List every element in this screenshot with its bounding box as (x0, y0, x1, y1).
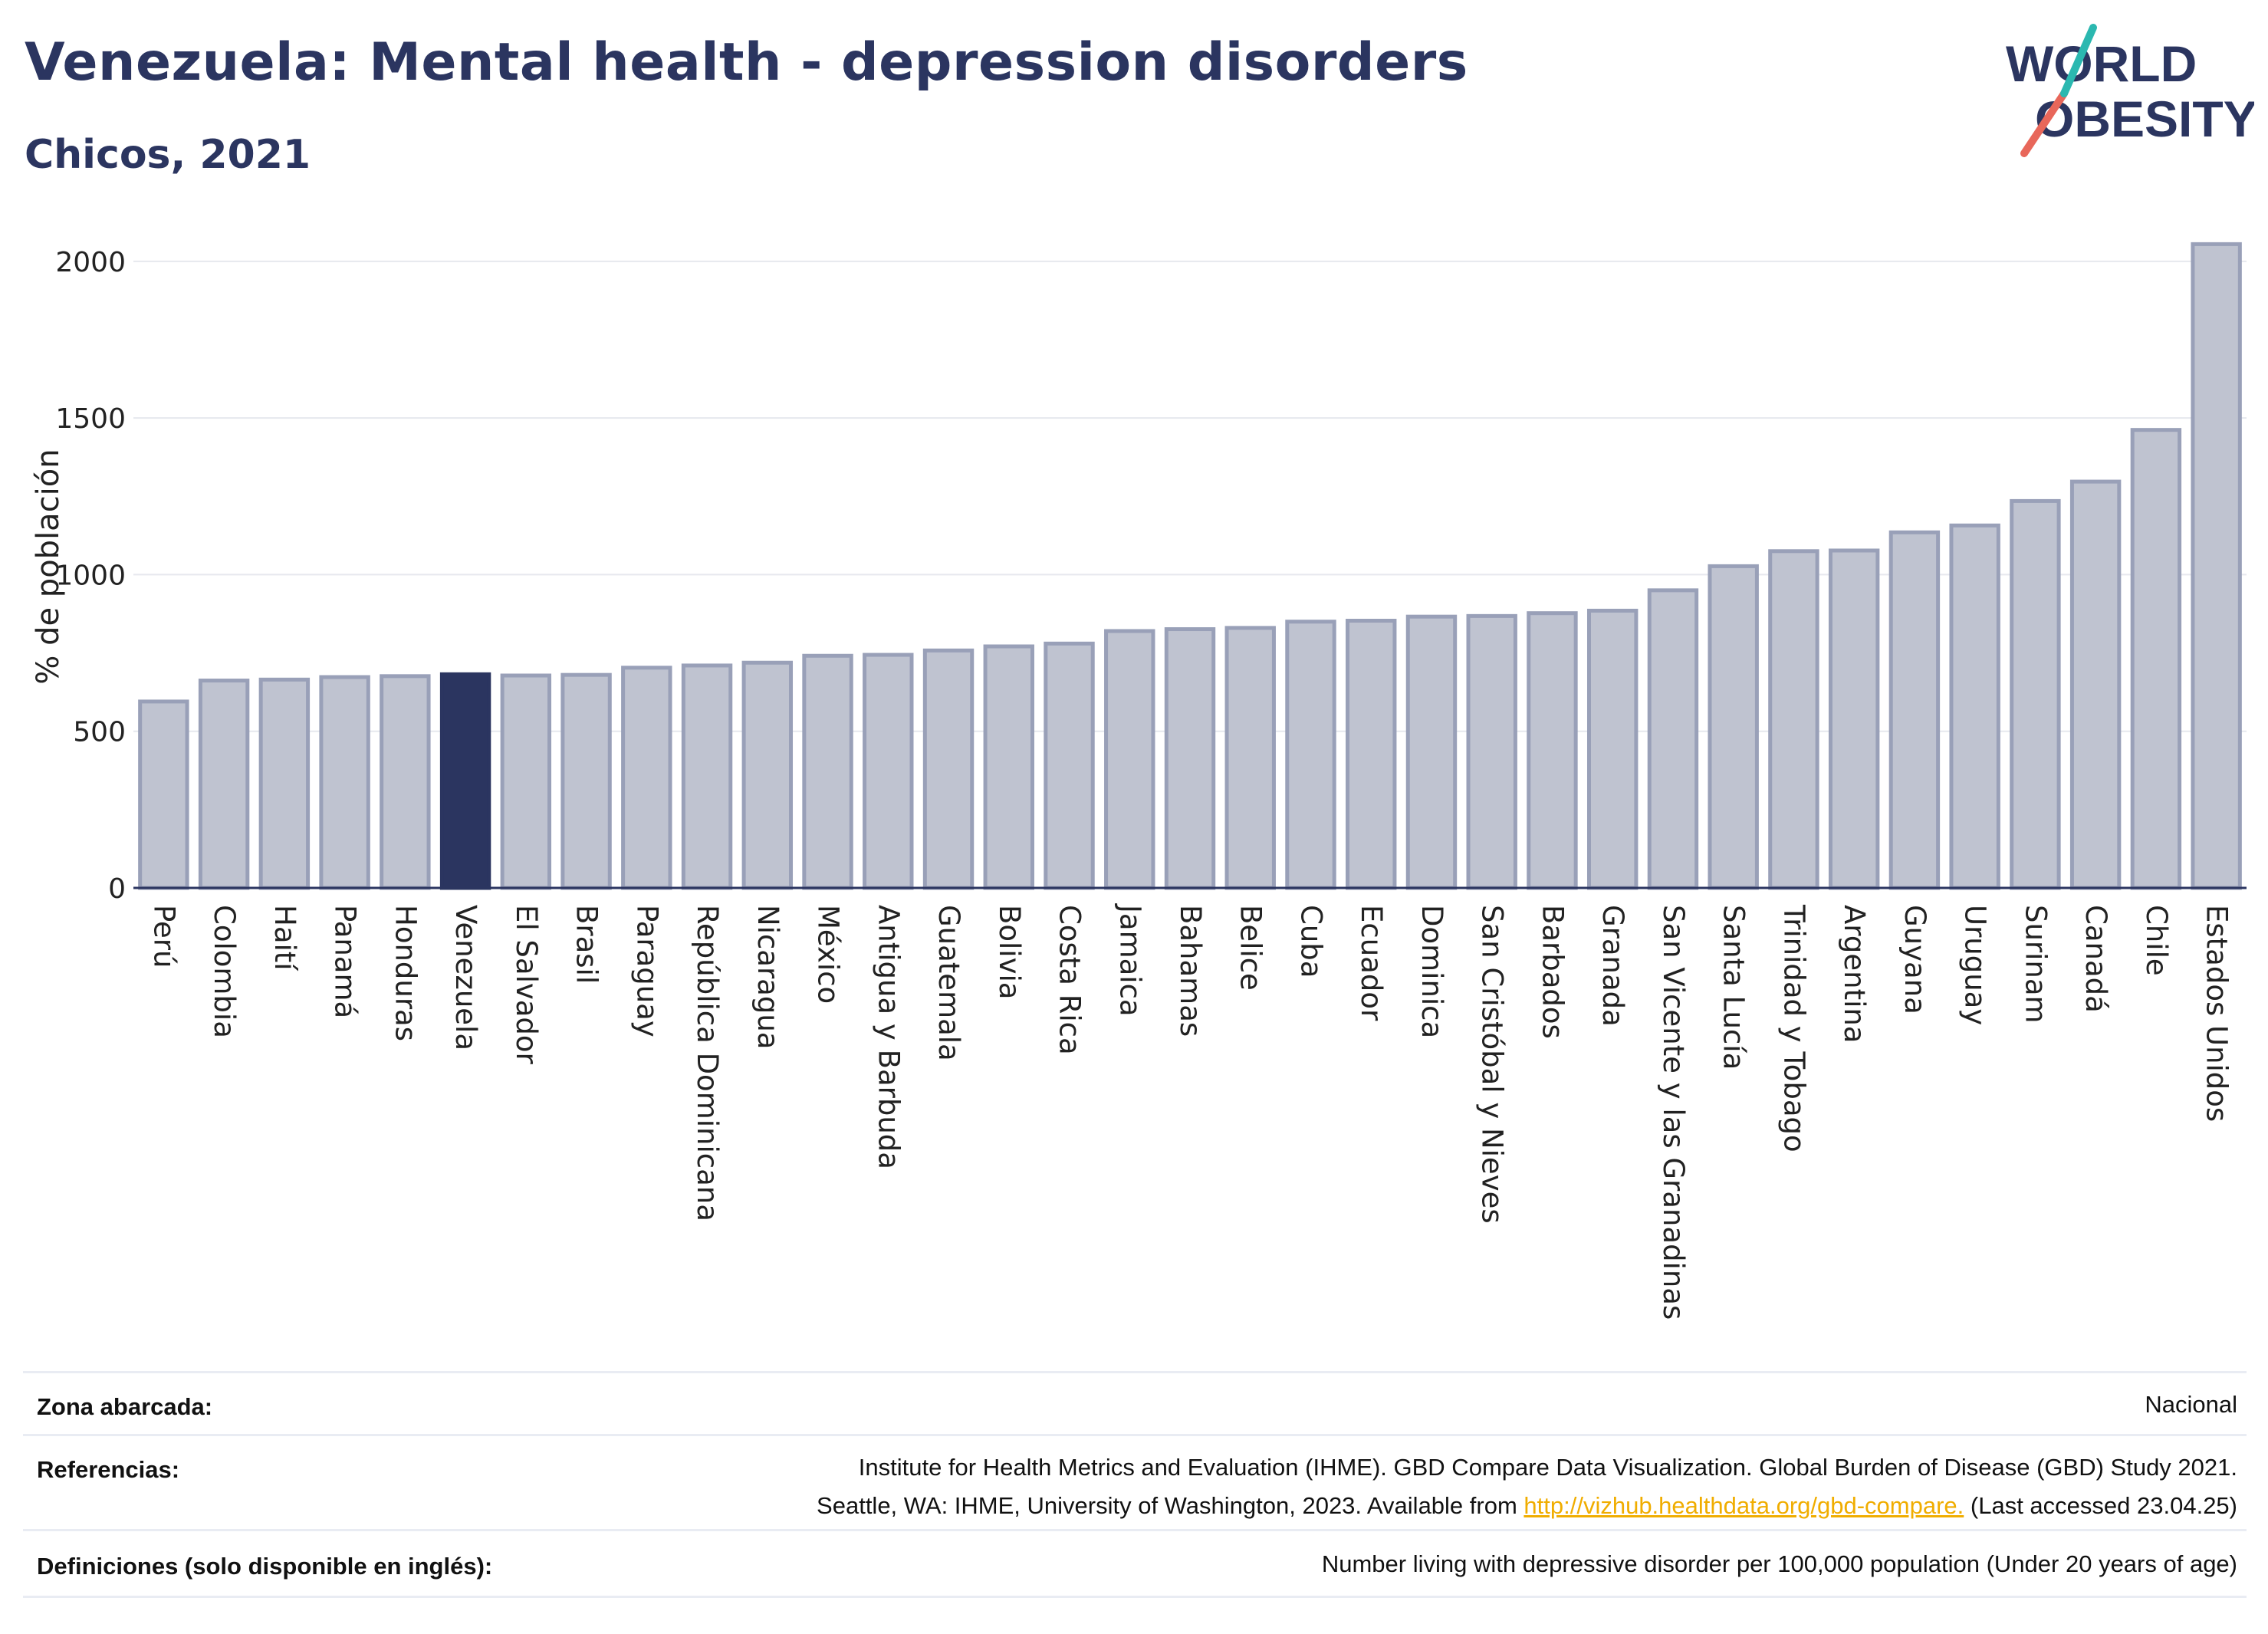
bar-4 (380, 674, 431, 890)
bar-33 (2130, 428, 2182, 890)
bar-12 (863, 653, 914, 890)
bar-30 (1949, 523, 2000, 890)
logo-line2: OBESITY (2035, 90, 2254, 147)
y-tick-label: 1500 (55, 403, 126, 435)
footer-label-zona: Zona abarcada: (37, 1393, 213, 1420)
bar-31 (2010, 498, 2061, 890)
x-tick-label: Barbados (1536, 905, 1569, 1039)
bar-6 (500, 673, 552, 890)
bar-22 (1466, 613, 1517, 890)
bar-25 (1647, 588, 1699, 890)
x-tick-label: Trinidad y Tobago (1777, 904, 1810, 1152)
x-tick-label: Antigua y Barbuda (872, 905, 905, 1169)
x-tick-label: Honduras (389, 905, 422, 1041)
x-tick-label: Chile (2140, 905, 2173, 976)
y-tick-label: 1000 (55, 560, 126, 591)
bar-3 (319, 675, 370, 890)
bar-34 (2191, 242, 2242, 890)
x-tick-label: México (812, 905, 845, 1004)
x-tick-label: Jamaica (1113, 903, 1146, 1017)
bar-1 (198, 679, 250, 890)
bar-24 (1586, 608, 1639, 890)
bar-28 (1828, 548, 1880, 890)
x-tick-label: Costa Rica (1053, 905, 1086, 1055)
footer-row-definiciones: Definiciones (solo disponible en inglés)… (23, 1529, 2247, 1598)
x-tick-label: Bahamas (1174, 905, 1207, 1037)
y-axis-label: % de población (31, 449, 66, 684)
x-tick-label: Canadá (2079, 905, 2112, 1013)
bar-29 (1888, 530, 1941, 890)
page-title: Venezuela: Mental health - depression di… (25, 32, 1468, 93)
x-tick-label: Nicaragua (751, 905, 784, 1049)
bar-27 (1768, 549, 1819, 890)
x-tick-label: Granada (1596, 905, 1629, 1027)
x-tick-label: República Dominicana (691, 905, 724, 1221)
bar-18 (1224, 626, 1276, 890)
y-tick-label: 500 (73, 717, 126, 748)
y-tick-label: 0 (108, 873, 126, 905)
x-tick-label: Guyana (1898, 905, 1931, 1014)
bar-0 (138, 699, 189, 890)
x-tick-label: Guatemala (932, 905, 965, 1061)
footer-row-zona: Zona abarcada: Nacional (23, 1371, 2247, 1436)
x-tick-label: Haití (268, 905, 301, 972)
logo-line1: WORLD (2006, 35, 2197, 92)
x-tick-label: Cuba (1294, 905, 1327, 978)
bar-13 (922, 648, 975, 890)
x-tick-label: San Cristóbal y Nieves (1476, 905, 1509, 1224)
x-tick-label: Ecuador (1355, 905, 1388, 1021)
bar-23 (1527, 611, 1578, 890)
x-tick-label: Surinam (2019, 905, 2052, 1024)
bar-19 (1285, 620, 1336, 890)
x-tick-label: Perú (147, 905, 180, 968)
bar-11 (802, 653, 853, 890)
bar-8 (621, 666, 672, 890)
footer-row-referencias: Referencias: Institute for Health Metric… (23, 1434, 2247, 1531)
x-tick-label: Dominica (1415, 905, 1448, 1038)
reference-line-2: Seattle, WA: IHME, University of Washing… (817, 1487, 2237, 1525)
x-tick-label: Uruguay (1959, 905, 1992, 1025)
x-tick-label: Paraguay (630, 905, 663, 1037)
bar-20 (1346, 618, 1397, 890)
x-tick-label: Venezuela (449, 905, 482, 1050)
bar-14 (983, 644, 1034, 890)
bar-9 (681, 663, 733, 890)
x-tick-label: Santa Lucía (1717, 905, 1750, 1070)
footer-value-referencias: Institute for Health Metrics and Evaluat… (817, 1448, 2237, 1525)
bar-17 (1164, 627, 1216, 890)
reference-line-1: Institute for Health Metrics and Evaluat… (858, 1454, 2237, 1481)
bar-26 (1708, 564, 1759, 890)
bar-7 (560, 672, 612, 890)
footer-label-definiciones: Definiciones (solo disponible en inglés)… (37, 1553, 493, 1580)
bar-21 (1405, 614, 1458, 890)
x-tick-label: Panamá (329, 905, 362, 1018)
x-tick-label: Belice (1234, 905, 1267, 991)
reference-link[interactable]: http://vizhub.healthdata.org/gbd-compare… (1524, 1492, 1964, 1519)
x-tick-label: Bolivia (993, 905, 1026, 999)
x-tick-label: Argentina (1838, 905, 1871, 1043)
bar-5 (439, 672, 491, 890)
bar-16 (1104, 629, 1155, 890)
reference-text: Seattle, WA: IHME, University of Washing… (817, 1492, 1524, 1519)
x-tick-label: Brasil (570, 905, 603, 984)
footer-label-referencias: Referencias: (37, 1456, 180, 1483)
x-tick-label: San Vicente y las Granadinas (1657, 905, 1690, 1320)
x-tick-label: Estados Unidos (2201, 905, 2233, 1122)
page-subtitle: Chicos, 2021 (25, 132, 311, 178)
world-obesity-logo: WORLD OBESITY (2006, 24, 2254, 157)
bar-15 (1044, 641, 1095, 890)
footer-value-zona: Nacional (2145, 1391, 2237, 1418)
footer-value-definiciones: Number living with depressive disorder p… (1321, 1550, 2237, 1577)
bar-10 (741, 660, 794, 890)
bar-2 (258, 677, 311, 890)
reference-accessed: (Last accessed 23.04.25) (1964, 1492, 2237, 1519)
x-tick-label: El Salvador (510, 905, 543, 1065)
bar-chart: 0 500 1000 1500 2000 % de población Perú Colomb… (31, 242, 2247, 1320)
x-tick-label: Colombia (208, 905, 241, 1038)
y-tick-label: 2000 (55, 247, 126, 278)
bar-32 (2069, 479, 2122, 890)
footer-table: Zona abarcada: Nacional Referencias: Ins… (23, 1365, 2247, 1618)
